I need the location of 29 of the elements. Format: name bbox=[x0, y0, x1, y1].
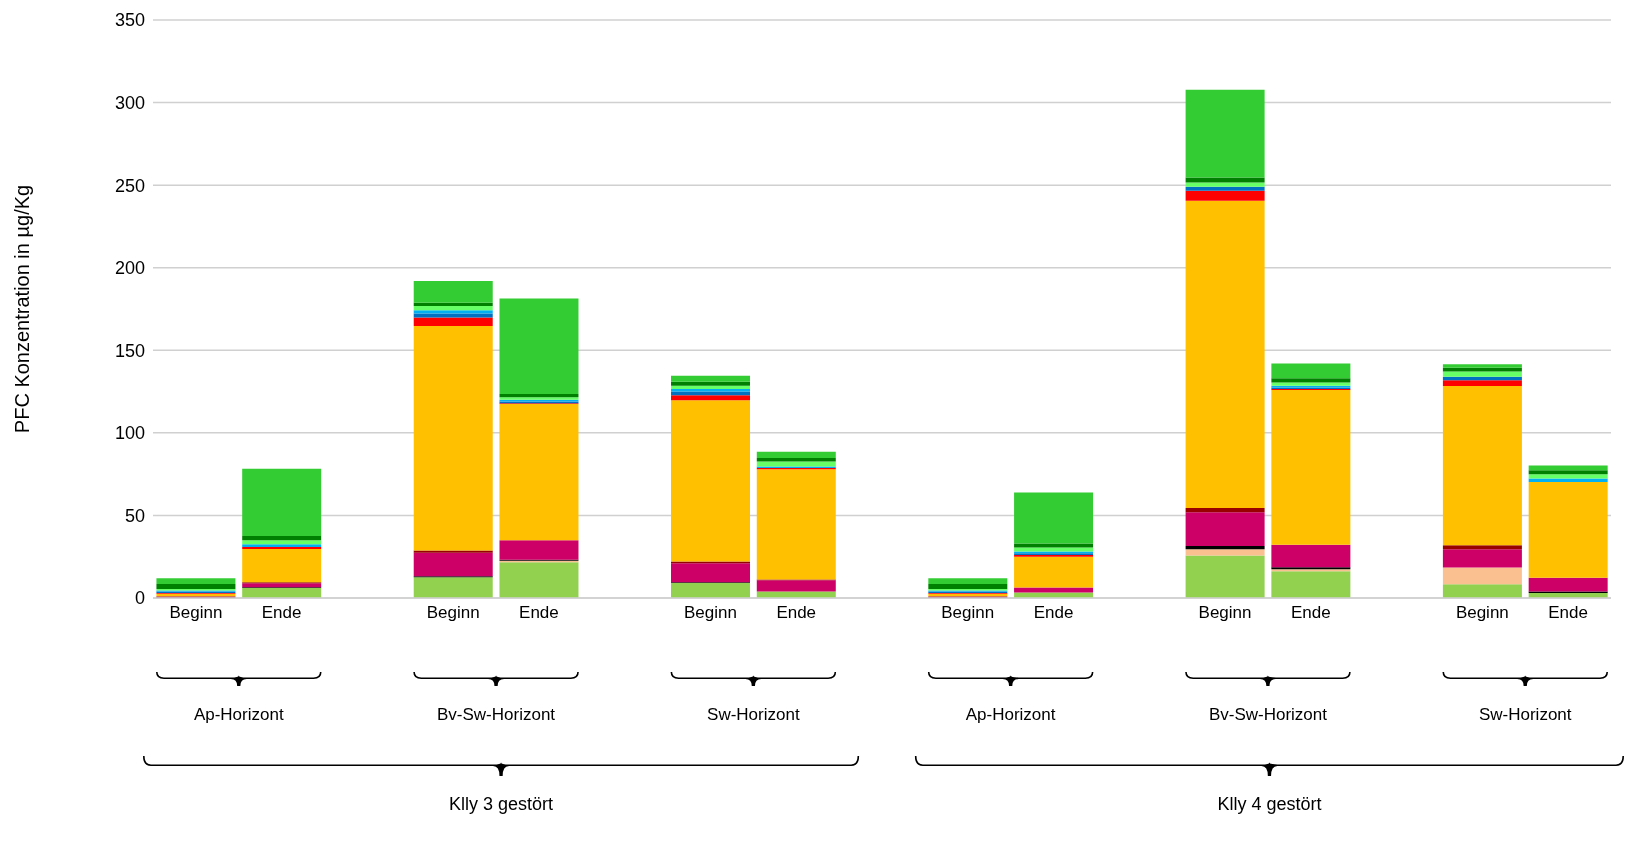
x-tick-label: Beginn bbox=[169, 603, 223, 623]
x-tick-label: Ende bbox=[776, 603, 817, 623]
y-tick-label: 100 bbox=[114, 423, 145, 444]
text: Klly 4 gestört bbox=[1217, 794, 1322, 814]
y-tick-label: 50 bbox=[124, 505, 145, 526]
x-tick-label: Ende bbox=[1548, 603, 1588, 623]
x-tick-label: Beginn bbox=[1455, 603, 1509, 623]
x-tick-label: Beginn bbox=[426, 603, 480, 623]
x-tick-label: Beginn bbox=[941, 603, 995, 623]
x-tick-label: Beginn bbox=[684, 603, 737, 623]
x-tick-label: Beginn bbox=[1198, 603, 1252, 623]
text: Ap-Horizont bbox=[193, 705, 284, 724]
y-tick-label: 200 bbox=[114, 258, 145, 279]
text: Klly 3 gestört bbox=[449, 794, 554, 814]
text: Bv-Sw-Horizont bbox=[437, 705, 556, 724]
y-axis-title: PFC Konzentration in µg/Kg bbox=[11, 184, 34, 434]
y-tick-label: 150 bbox=[114, 340, 145, 361]
y-tick-label: 300 bbox=[114, 92, 145, 113]
x-tick-label: Ende bbox=[1033, 603, 1074, 623]
text: Ap-Horizont bbox=[965, 705, 1056, 724]
y-tick-label: 250 bbox=[114, 175, 145, 196]
y-tick-label: 0 bbox=[134, 588, 145, 609]
text: Sw-Horizont bbox=[707, 705, 800, 724]
y-tick-label: 350 bbox=[114, 10, 145, 31]
text: Sw-Horizont bbox=[1478, 705, 1572, 724]
x-tick-label: Ende bbox=[261, 603, 302, 623]
text: Bv-Sw-Horizont bbox=[1208, 705, 1328, 724]
x-tick-label: Ende bbox=[519, 603, 559, 623]
x-tick-label: Ende bbox=[1290, 603, 1331, 623]
